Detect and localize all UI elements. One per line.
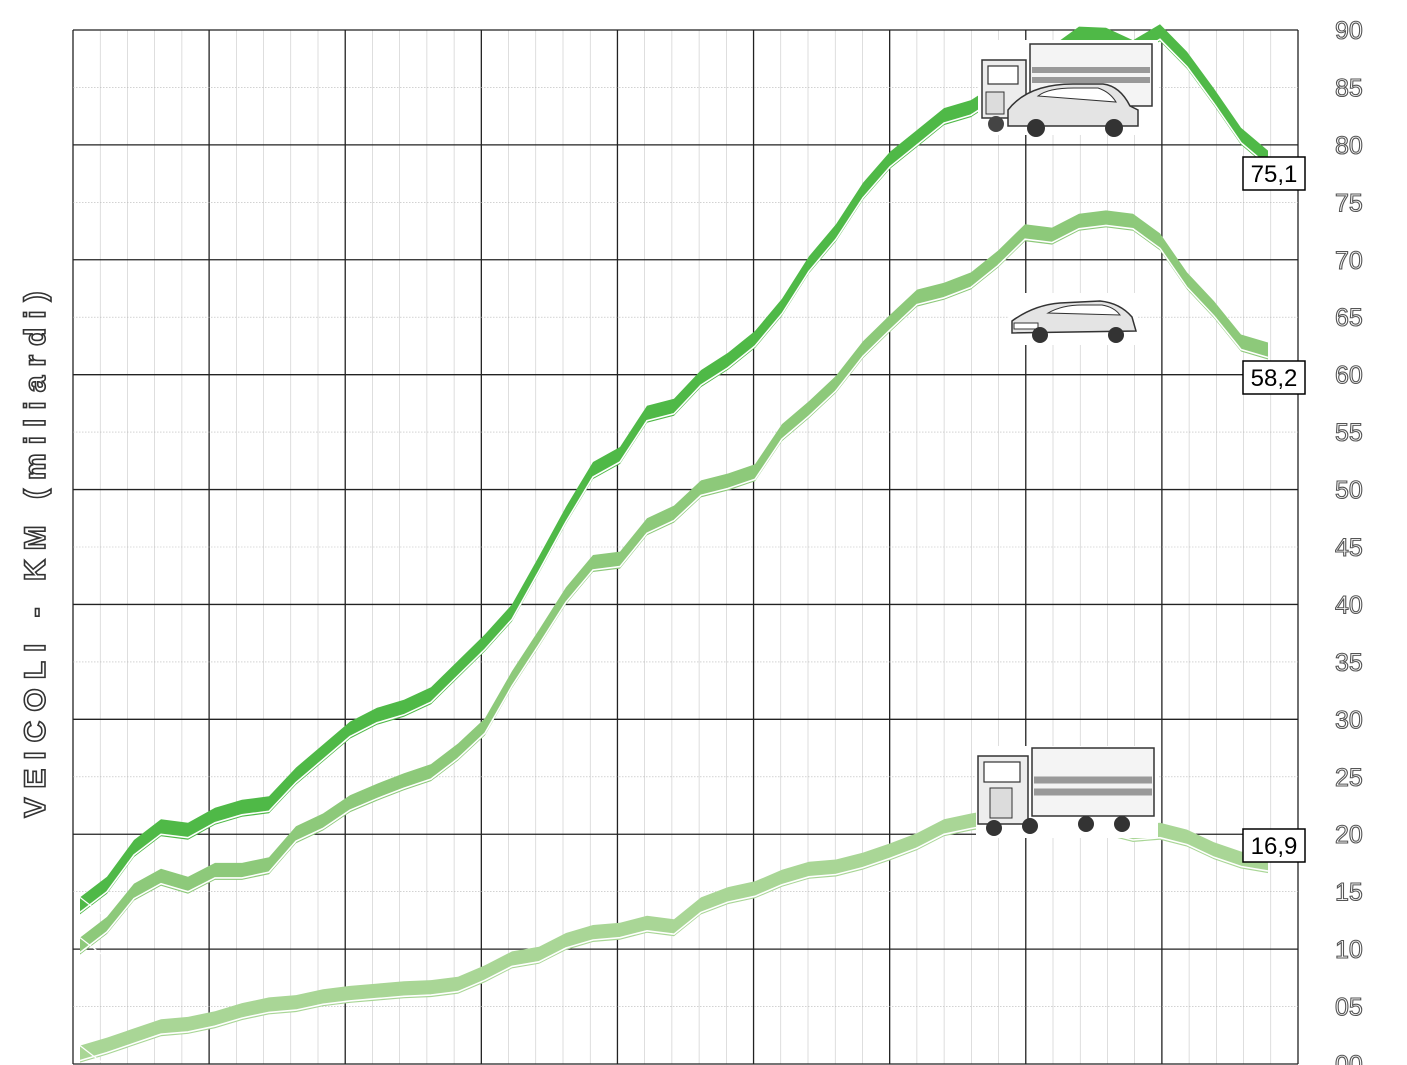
- y-axis-label: VEICOLI - KM (miliardi): [16, 250, 56, 850]
- y-tick-label: 65: [1335, 304, 1363, 332]
- series-layer: [79, 24, 1269, 1062]
- end-value-label: 58,2: [1243, 361, 1305, 394]
- grid: [73, 30, 1298, 1064]
- y-tick-label: 60: [1335, 362, 1363, 390]
- y-tick-label: 70: [1335, 247, 1363, 275]
- y-tick-label: 75: [1335, 189, 1363, 217]
- end-value-label: 16,9: [1243, 829, 1305, 862]
- y-tick-label: 90: [1335, 17, 1363, 45]
- car-icon: [1008, 293, 1138, 345]
- y-tick-label: 05: [1335, 994, 1363, 1022]
- y-tick-label: 25: [1335, 764, 1363, 792]
- y-tick-label: 55: [1335, 419, 1363, 447]
- end-value-text: 16,9: [1251, 833, 1298, 860]
- y-tick-label: 00: [1335, 1051, 1363, 1065]
- series-ribbon-3: [79, 806, 1269, 1063]
- series-highlight: [80, 821, 1268, 1061]
- y-tick-label: 85: [1335, 74, 1363, 102]
- y-tick-label: 45: [1335, 534, 1363, 562]
- icon-layer: [976, 40, 1158, 838]
- end-value-text: 75,1: [1251, 161, 1298, 188]
- end-value-label: 75,1: [1243, 157, 1305, 190]
- y-axis-label-text: VEICOLI - KM (miliardi): [19, 282, 53, 817]
- y-tick-label: 50: [1335, 477, 1363, 505]
- y-tick-label: 80: [1335, 132, 1363, 160]
- y-tick-label: 30: [1335, 706, 1363, 734]
- end-value-text: 58,2: [1251, 365, 1298, 392]
- y-tick-label: 20: [1335, 821, 1363, 849]
- end-labels: 75,1 58,2 16,9: [1243, 157, 1305, 862]
- y-tick-label: 15: [1335, 879, 1363, 907]
- truck-and-car-icon: [978, 40, 1158, 137]
- y-tick-label: 10: [1335, 936, 1363, 964]
- y-tick-labels: 00 05 10 15 20 25 30 35 40 45 50 55 60 65 70 75 80 85 90: [1335, 17, 1363, 1065]
- truck-icon: [976, 746, 1158, 838]
- y-tick-label: 40: [1335, 591, 1363, 619]
- y-tick-label: 35: [1335, 649, 1363, 677]
